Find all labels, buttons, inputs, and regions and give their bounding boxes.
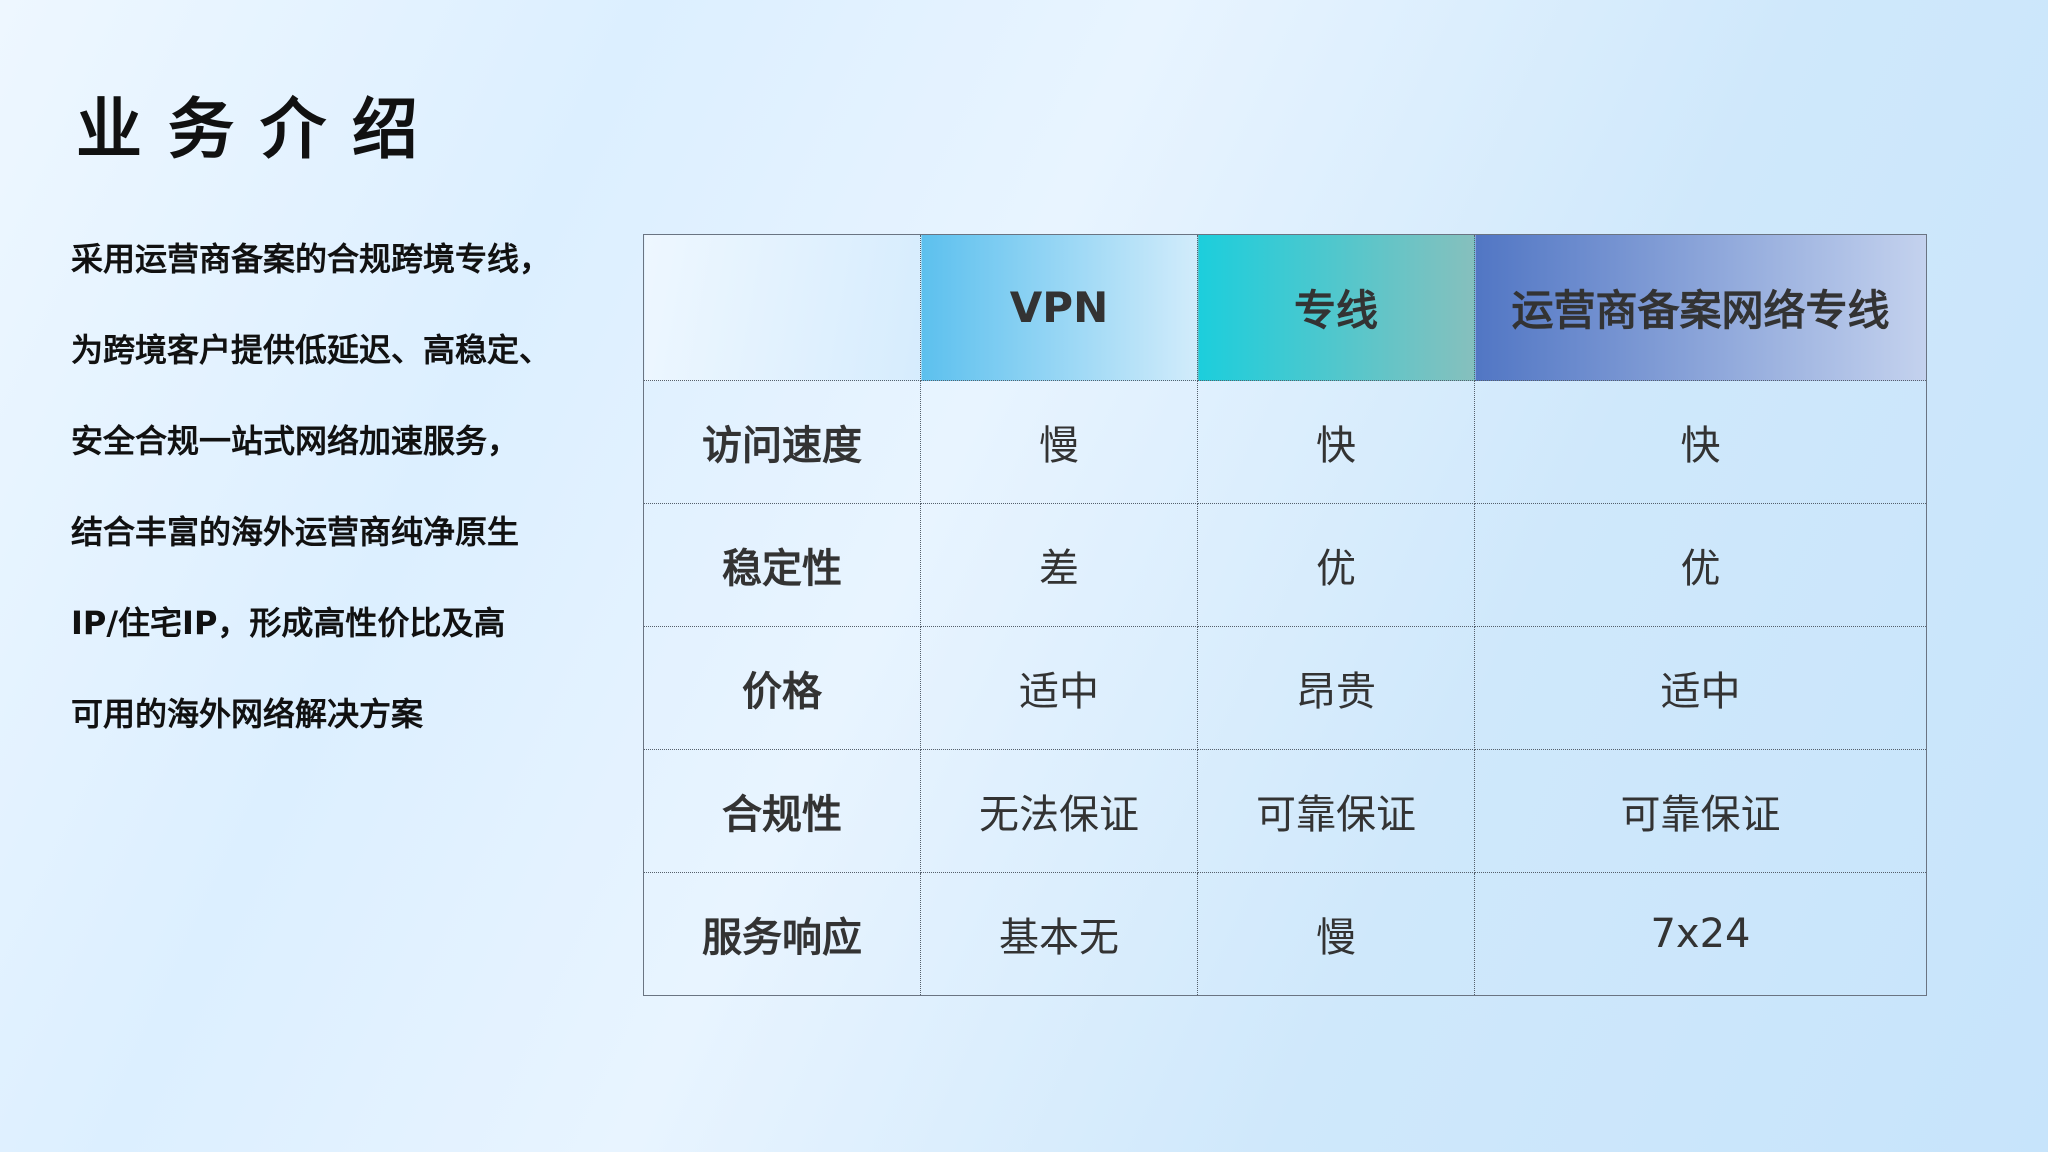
- header-dedicated-line: 专线: [1197, 234, 1475, 381]
- intro-paragraph: 采用运营商备案的合规跨境专线， 为跨境客户提供低延迟、高稳定、 安全合规一站式网…: [71, 228, 631, 774]
- table-cell: 可靠保证: [1474, 749, 1927, 873]
- row-header: 服务响应: [643, 872, 921, 996]
- table-cell: 基本无: [920, 872, 1198, 996]
- table-row: 服务响应 基本无慢 7x24: [643, 872, 1927, 996]
- row-header: 稳定性: [643, 503, 921, 627]
- table-header-row: VPN 专线 运营商备案网络专线: [643, 234, 1927, 381]
- table-cell: 适中: [920, 626, 1198, 750]
- table-cell: 昂贵: [1197, 626, 1475, 750]
- table-cell: 适中: [1474, 626, 1927, 750]
- table-cell: 无法保证: [920, 749, 1198, 873]
- intro-line: 可用的海外网络解决方案: [71, 695, 424, 733]
- intro-line: 安全合规一站式网络加速服务，: [71, 422, 520, 460]
- table-cell: 慢: [920, 380, 1198, 504]
- table-cell: 快: [1197, 380, 1475, 504]
- table-cell: 优: [1197, 503, 1475, 627]
- table-row: 稳定性差优优: [643, 503, 1927, 627]
- header-registered-line: 运营商备案网络专线: [1474, 234, 1927, 381]
- table-cell: 快: [1474, 380, 1927, 504]
- table-cell: 差: [920, 503, 1198, 627]
- intro-line: IP/住宅IP，形成高性价比及高: [71, 604, 506, 642]
- row-header: 价格: [643, 626, 921, 750]
- header-vpn: VPN: [920, 234, 1198, 381]
- table-row: 合规性 无法保证 可靠保证 可靠保证: [643, 749, 1927, 873]
- intro-line: 采用运营商备案的合规跨境专线，: [71, 240, 552, 278]
- table-row: 访问速度慢快快: [643, 380, 1927, 504]
- table-cell: 7x24: [1474, 872, 1927, 996]
- intro-line: 结合丰富的海外运营商纯净原生: [71, 513, 520, 551]
- intro-line: 为跨境客户提供低延迟、高稳定、: [71, 331, 552, 369]
- row-header: 合规性: [643, 749, 921, 873]
- table-cell: 可靠保证: [1197, 749, 1475, 873]
- comparison-table: VPN 专线 运营商备案网络专线 访问速度慢快快稳定性差优优价格 适中 昂贵 适中 合规…: [643, 234, 1927, 996]
- table-cell: 优: [1474, 503, 1927, 627]
- table-row: 价格 适中 昂贵 适中: [643, 626, 1927, 750]
- row-header: 访问速度: [643, 380, 921, 504]
- header-empty: [643, 234, 921, 381]
- page-title: 业务介绍: [76, 91, 444, 168]
- table-cell: 慢: [1197, 872, 1475, 996]
